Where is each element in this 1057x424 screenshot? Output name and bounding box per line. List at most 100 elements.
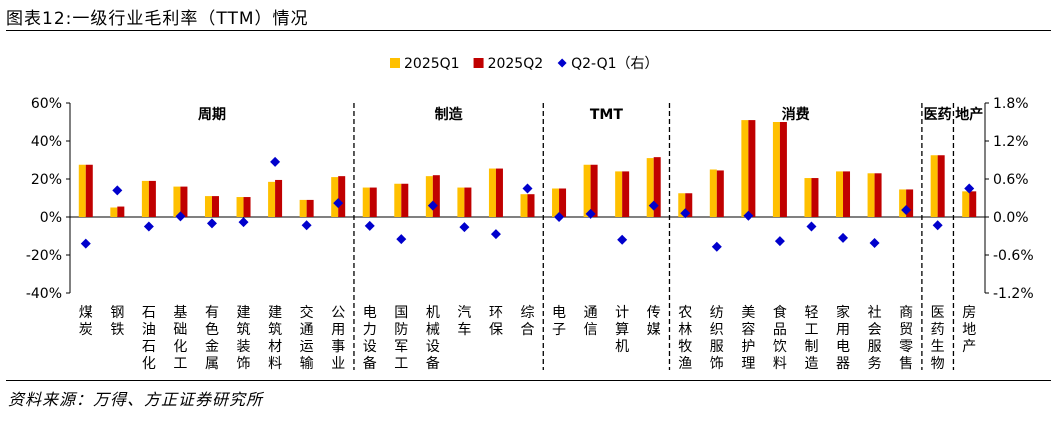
x-tick-label: 煤炭 — [79, 305, 93, 338]
x-tick-label: 钢铁 — [110, 305, 124, 338]
legend-label: 2025Q1 — [404, 56, 460, 72]
x-tick-label: 医药生物 — [931, 305, 945, 372]
legend-marker — [557, 58, 567, 68]
right-axis-tick-label: 0.6% — [993, 172, 1029, 188]
left-axis-tick-label: 0% — [40, 210, 62, 226]
x-tick-label: 社会服务 — [868, 305, 882, 372]
bar-q1 — [520, 194, 528, 217]
group-label: TMT — [590, 107, 623, 123]
diff-point — [932, 220, 943, 231]
source-rule — [6, 380, 1051, 381]
bar-q2 — [180, 186, 188, 217]
group-label: 周期 — [198, 107, 226, 123]
x-tick-label: 汽车 — [457, 305, 471, 338]
x-tick-label: 综合 — [521, 305, 535, 338]
left-axis-tick-label: 60% — [31, 96, 62, 112]
diff-point — [964, 183, 975, 194]
diff-point — [427, 200, 438, 211]
diff-point — [743, 210, 754, 221]
bar-q1 — [141, 180, 149, 217]
diff-point — [774, 236, 785, 247]
title-rule — [6, 30, 1051, 31]
bar-q1 — [173, 186, 181, 217]
diff-point — [901, 205, 912, 216]
bar-q2 — [117, 206, 125, 217]
bar-q1 — [962, 191, 970, 217]
bar-q2 — [906, 189, 914, 217]
bar-q1 — [236, 197, 244, 217]
bar-q1 — [709, 169, 717, 217]
diff-point — [238, 217, 249, 228]
bar-q2 — [622, 171, 630, 217]
x-tick-label: 家用电器 — [836, 304, 850, 372]
bar-q2 — [148, 180, 156, 217]
bar-q1 — [331, 177, 339, 217]
bar-q1 — [457, 187, 465, 217]
bar-q2 — [843, 171, 851, 217]
bar-q1 — [299, 199, 307, 217]
bar-q2 — [401, 183, 409, 217]
diff-point — [301, 220, 312, 231]
group-label: 制造 — [435, 106, 463, 123]
bar-q2 — [432, 175, 440, 217]
bar-q2 — [275, 179, 283, 217]
x-tick-label: 交通运输 — [300, 304, 314, 372]
bar-q1 — [204, 196, 212, 217]
diff-point — [554, 212, 565, 222]
bar-q2 — [748, 120, 756, 217]
right-axis-tick-label: 1.8% — [993, 96, 1029, 112]
bar-q2 — [685, 193, 693, 217]
bar-q1 — [394, 183, 402, 217]
x-tick-label: 电力设备 — [363, 305, 377, 372]
x-tick-label: 美容护理 — [741, 305, 755, 372]
bar-q2 — [937, 155, 945, 217]
bar-q1 — [899, 189, 907, 217]
bar-q1 — [772, 122, 780, 217]
bar-q2 — [590, 164, 598, 217]
diff-point — [143, 221, 154, 232]
x-tick-label: 公用事业 — [331, 305, 345, 372]
diff-point — [206, 218, 217, 229]
diff-point — [806, 221, 817, 232]
axes: 60% 40% 20% 0% -20% -40% 1.8% 1.2% 0.6% 0.0% -0.6%… — [26, 96, 1034, 302]
x-tick-label: 环保 — [489, 305, 503, 338]
bar-q2 — [969, 191, 977, 217]
diff-point — [490, 229, 501, 240]
diff-point — [838, 232, 849, 243]
group-label: 消费 — [782, 106, 810, 123]
diff-point — [617, 234, 628, 245]
diff-point — [396, 234, 407, 245]
bar-q2 — [653, 157, 661, 217]
x-tick-label: 基础化工 — [173, 304, 187, 372]
bar-q2 — [716, 170, 724, 217]
bar-q1 — [110, 207, 118, 217]
diff-point — [522, 183, 533, 194]
diff-point — [459, 222, 470, 233]
bar-q2 — [874, 173, 882, 217]
source-note: 资料来源：万得、方正证券研究所 — [8, 390, 264, 409]
bar-q1 — [615, 171, 623, 217]
legend-marker — [473, 58, 484, 68]
x-tick-label: 商贸零售 — [899, 305, 913, 372]
left-axis-tick-label: -40% — [26, 286, 62, 302]
left-axis-tick-label: 40% — [31, 134, 62, 150]
left-axis-tick-label: 20% — [31, 172, 62, 188]
diff-point — [648, 200, 659, 211]
x-tick-label: 房地产 — [962, 305, 976, 355]
bar-q1 — [583, 164, 591, 217]
bar-q1 — [836, 171, 844, 217]
bar-q2 — [85, 164, 93, 217]
x-tick-label: 纺织服饰 — [710, 305, 724, 372]
diff-point — [333, 198, 344, 209]
group-label: 地产 — [955, 106, 983, 123]
bar-q2 — [527, 194, 535, 217]
diff-points — [80, 156, 975, 252]
right-axis-tick-label: 1.2% — [993, 134, 1029, 150]
left-axis-tick-label: -20% — [26, 248, 62, 264]
bar-q2 — [306, 199, 314, 217]
x-tick-label: 传媒 — [647, 305, 661, 338]
group-labels: 周期 制造 TMT 消费 医药 地产 — [198, 103, 983, 370]
bar-q1 — [552, 188, 560, 217]
